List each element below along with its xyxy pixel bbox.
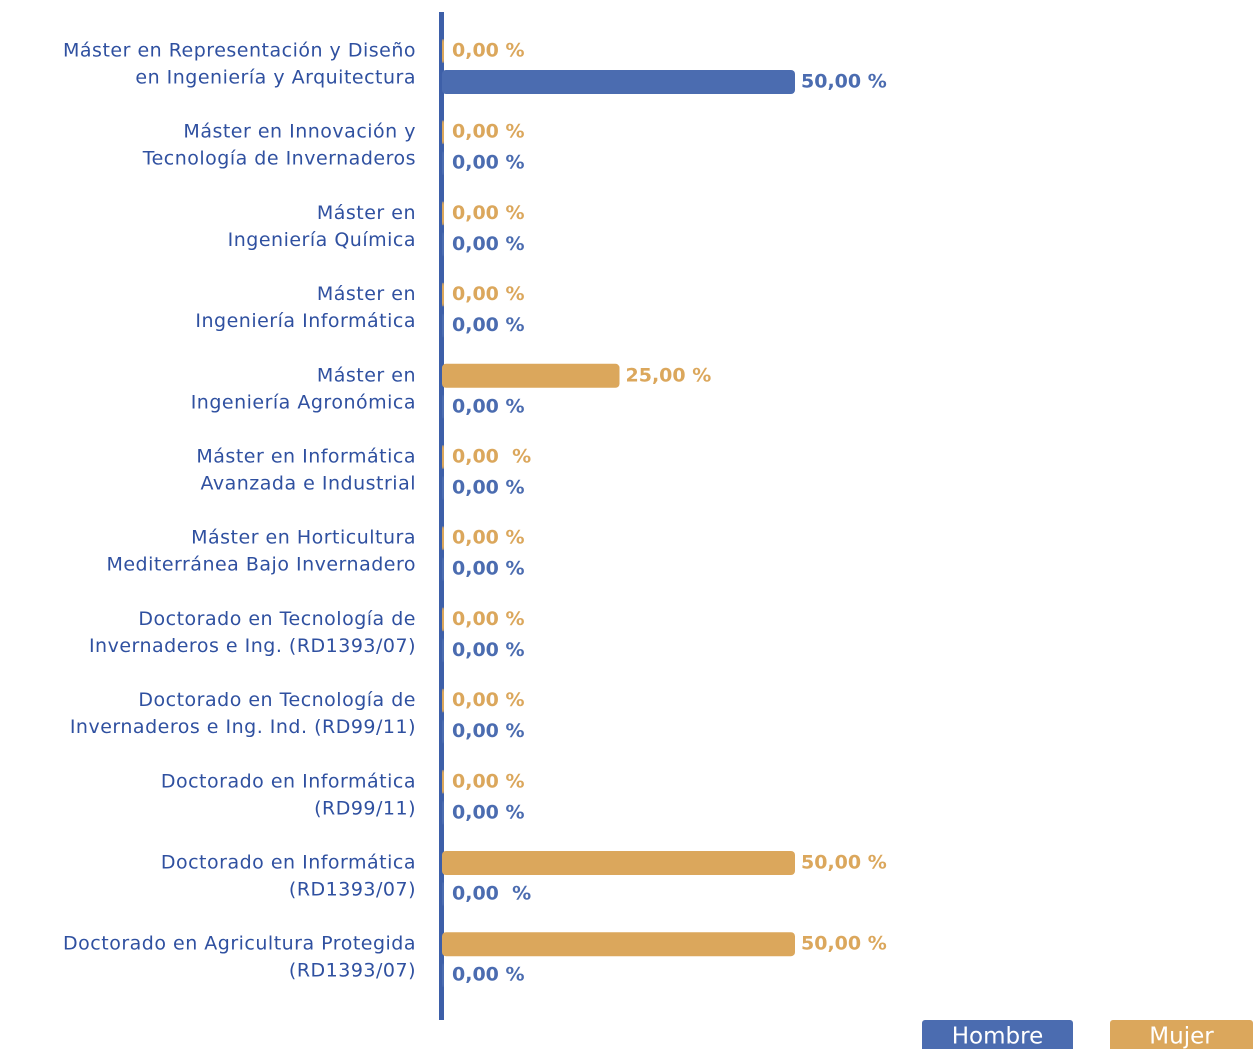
value-label: 0,00 % (452, 964, 525, 986)
bar (442, 719, 444, 744)
category-label: Máster en (317, 364, 416, 386)
value-label: 0,00 % (452, 527, 525, 549)
category-label: Doctorado en Informática (161, 852, 416, 874)
category-label: Doctorado en Informática (161, 770, 416, 792)
bar (442, 70, 795, 94)
category-label: Doctorado en Tecnología de (138, 608, 416, 630)
legend-label: Mujer (1149, 1024, 1214, 1049)
bar (442, 557, 444, 582)
value-label: 0,00 % (452, 283, 525, 305)
value-label: 0,00 % (452, 314, 525, 336)
category-label: Avanzada e Industrial (200, 473, 416, 495)
category-label: Máster en Representación y Diseño (63, 40, 416, 62)
bar (442, 963, 444, 988)
value-label: 25,00 % (626, 364, 712, 386)
bar (442, 313, 444, 338)
bar (442, 882, 444, 906)
legend-swatch (922, 1020, 1073, 1049)
category-label: Máster en (317, 202, 416, 224)
value-label: 0,00 % (452, 40, 525, 62)
bar (442, 39, 444, 63)
category-label: Ingeniería Agronómica (191, 391, 416, 413)
value-label: 50,00 % (801, 933, 887, 955)
value-label: 50,00 % (801, 71, 887, 93)
category-label: (RD99/11) (314, 797, 416, 819)
value-label: 0,00 % (452, 152, 525, 174)
value-label: 0,00 % (452, 477, 525, 499)
category-label: Máster en (317, 283, 416, 305)
value-label: 0,00 % (452, 558, 525, 580)
category-label: (RD1393/07) (289, 879, 416, 901)
category-label: Invernaderos e Ing. Ind. (RD99/11) (70, 716, 416, 738)
value-label: 0,00 % (452, 689, 525, 711)
category-label: Ingeniería Química (228, 229, 416, 251)
value-label: 50,00 % (801, 852, 887, 874)
value-label: 0,00 % (452, 446, 531, 468)
axis-line (439, 12, 444, 1020)
value-label: 0,00 % (452, 639, 525, 661)
category-label: en Ingeniería y Arquitectura (135, 67, 416, 89)
category-label: Máster en Horticultura (191, 527, 416, 549)
bar (442, 151, 444, 176)
value-label: 0,00 % (452, 202, 525, 224)
bar (442, 363, 620, 388)
category-label: Doctorado en Agricultura Protegida (63, 933, 416, 955)
category-label: Invernaderos e Ing. (RD1393/07) (89, 635, 416, 657)
bar (442, 800, 444, 825)
bar (442, 201, 444, 226)
value-label: 0,00 % (452, 720, 525, 742)
category-label: Mediterránea Bajo Invernadero (106, 554, 416, 576)
legend-label: Hombre (952, 1024, 1043, 1049)
bar (442, 688, 444, 713)
category-label: Máster en Innovación y (183, 121, 416, 143)
value-label: 0,00 % (452, 395, 525, 417)
category-label: Tecnología de Invernaderos (142, 148, 416, 170)
legend-swatch (1110, 1020, 1253, 1049)
bar (442, 120, 444, 145)
bar (442, 282, 444, 307)
value-label: 0,00 % (452, 233, 525, 255)
bar (442, 526, 444, 551)
bar (442, 769, 444, 794)
category-label: Máster en Informática (196, 446, 416, 468)
bar (442, 932, 795, 957)
value-label: 0,00 % (452, 801, 525, 823)
bar (442, 232, 444, 257)
category-label: Doctorado en Tecnología de (138, 689, 416, 711)
value-label: 0,00 % (452, 121, 525, 143)
value-label: 0,00 % (452, 770, 525, 792)
bar (442, 394, 444, 419)
category-label: Ingeniería Informática (195, 310, 416, 332)
bar (442, 607, 444, 632)
bar (442, 851, 795, 875)
bar (442, 638, 444, 663)
category-label: (RD1393/07) (289, 960, 416, 982)
bar (442, 476, 444, 500)
bar (442, 445, 444, 469)
value-label: 0,00 % (452, 883, 531, 905)
value-label: 0,00 % (452, 608, 525, 630)
